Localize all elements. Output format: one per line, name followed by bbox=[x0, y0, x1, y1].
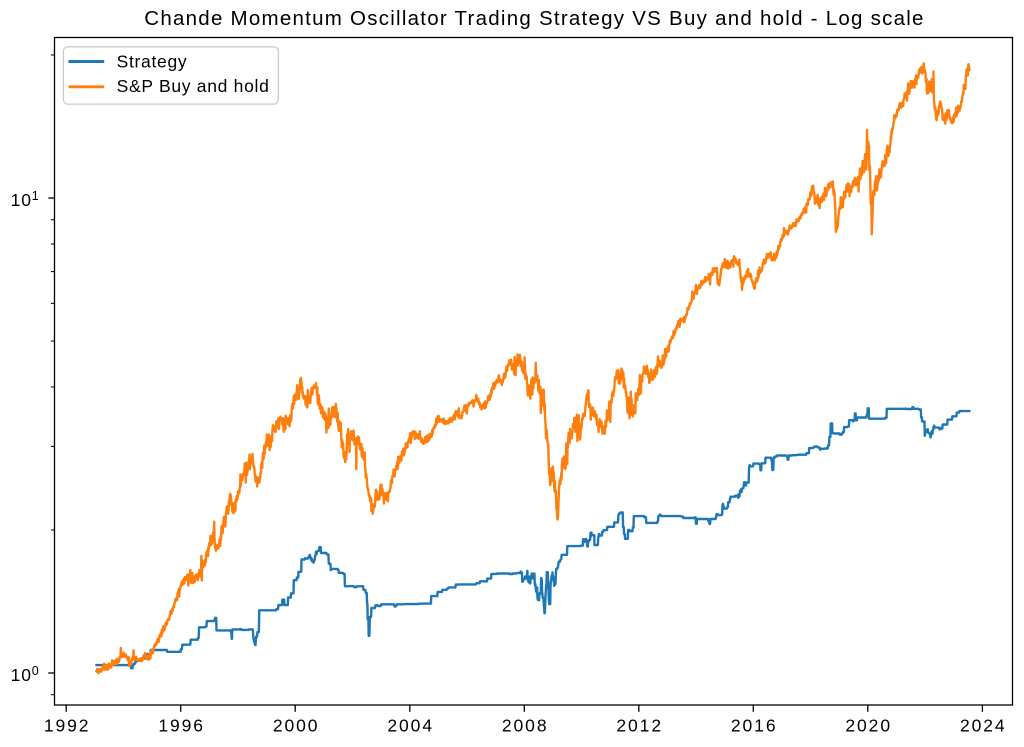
svg-text:S&P Buy and hold: S&P Buy and hold bbox=[117, 76, 270, 96]
svg-text:2020: 2020 bbox=[845, 716, 892, 736]
svg-text:2024: 2024 bbox=[960, 716, 1007, 736]
svg-text:2004: 2004 bbox=[387, 716, 434, 736]
svg-text:100: 100 bbox=[11, 664, 40, 685]
svg-text:Strategy: Strategy bbox=[117, 51, 188, 71]
svg-text:1992: 1992 bbox=[44, 716, 91, 736]
svg-text:2016: 2016 bbox=[731, 716, 778, 736]
svg-text:101: 101 bbox=[11, 189, 40, 210]
svg-text:2000: 2000 bbox=[273, 716, 320, 736]
svg-text:1996: 1996 bbox=[158, 716, 205, 736]
svg-text:Chande Momentum Oscillator Tra: Chande Momentum Oscillator Trading Strat… bbox=[144, 7, 924, 30]
svg-text:2012: 2012 bbox=[616, 716, 663, 736]
svg-text:2008: 2008 bbox=[502, 716, 549, 736]
